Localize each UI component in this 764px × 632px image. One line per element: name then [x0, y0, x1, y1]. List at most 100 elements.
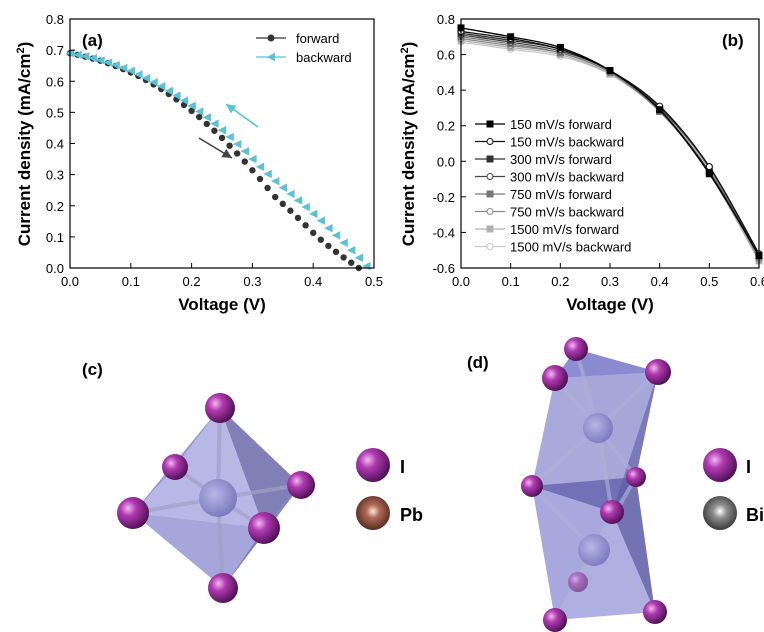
y-tick-label: 0.0	[437, 154, 455, 169]
forward-scan-arrow	[198, 137, 233, 159]
data-point-backward	[96, 56, 105, 65]
data-point-forward	[188, 107, 195, 115]
y-tick-label: 0.6	[437, 48, 455, 63]
data-point-0	[556, 43, 564, 51]
data-point-backward	[347, 246, 356, 255]
x-tick-label: 0.3	[243, 274, 261, 289]
x-axis-title-a: Voltage (V)	[178, 295, 266, 314]
y-ticks-b: -0.6 -0.4 -0.2 0.0 0.2 0.4 0.6 0.8	[433, 12, 466, 276]
data-point-forward	[317, 236, 324, 243]
lead-legend-label: Pb	[400, 505, 423, 525]
y-tick-label: 0.2	[46, 199, 64, 214]
iodine-atom	[626, 467, 646, 487]
x-tick-label: 0.5	[700, 274, 718, 289]
data-point-forward	[294, 214, 302, 222]
legend-marker-0	[486, 120, 494, 128]
data-point-backward	[179, 96, 189, 105]
legend-label-0: 150 mV/s forward	[510, 117, 612, 132]
y-tick-label: -0.2	[433, 190, 455, 205]
data-point-forward	[203, 120, 210, 128]
iodine-atom	[162, 454, 188, 480]
lead-atom	[199, 479, 237, 517]
polyhedron-face	[612, 372, 658, 512]
data-point-forward	[249, 167, 256, 174]
bismuth-legend-label: Bi	[746, 505, 764, 525]
legend-marker-backward	[267, 52, 275, 62]
data-point-backward	[119, 63, 128, 73]
y-tick-label: 0.2	[437, 119, 455, 134]
data-point-backward	[293, 196, 303, 205]
legend-a: forward backward	[256, 31, 352, 65]
x-tick-label: 0.4	[651, 274, 669, 289]
iodine-atom	[600, 500, 624, 524]
y-tick-label: 0.0	[46, 261, 64, 276]
legend-label-7: 1500 mV/s backward	[510, 240, 631, 255]
polyhedron-face	[532, 486, 612, 620]
series-marks-a	[65, 49, 371, 272]
x-tick-label: 0.0	[61, 274, 79, 289]
legend-marker-5	[486, 208, 494, 215]
data-point-backward	[103, 58, 113, 67]
data-point-backward	[286, 189, 295, 199]
iodine-legend-icon	[356, 448, 390, 482]
legend-label-6: 1500 mV/s forward	[510, 222, 619, 237]
x-tick-label: 0.1	[122, 274, 140, 289]
iodine-legend-icon	[703, 448, 737, 482]
y-axis-title-a-close: )	[15, 42, 34, 48]
legend-label-2: 300 mV/s forward	[510, 152, 612, 167]
x-tick-label: 0.4	[304, 274, 322, 289]
backward-scan-arrow	[225, 103, 259, 128]
data-point-backward	[164, 86, 173, 96]
iodine-atom	[568, 572, 588, 592]
panel-label-a: (a)	[82, 31, 103, 50]
data-point-backward	[301, 202, 310, 212]
data-point-backward	[225, 132, 234, 142]
data-point-forward	[264, 184, 271, 192]
structure-panel-c: (c) I P	[82, 360, 423, 603]
legend-label-backward: backward	[296, 50, 352, 65]
legend-b: 150 mV/s forward 150 mV/s backward 300 mV/…	[475, 117, 631, 255]
octahedron-face	[220, 408, 301, 528]
iodine-atom	[645, 359, 671, 385]
data-point-0	[606, 67, 614, 75]
data-point-backward	[339, 238, 348, 247]
chart-panel-a: 0.0 0.1 0.2 0.3 0.4 0.5 0.0 0.1 0.2 0.3 0.4 0.5 0.6…	[15, 12, 383, 314]
iodine-atom	[643, 600, 667, 624]
data-point-forward	[211, 127, 218, 134]
data-point-backward	[126, 66, 135, 76]
iodine-atom	[248, 512, 280, 544]
data-point-0	[656, 106, 664, 114]
iodine-atom	[543, 608, 567, 632]
legend-marker-2	[486, 155, 494, 163]
data-point-forward	[279, 200, 286, 208]
data-point-backward	[263, 169, 272, 179]
data-point-backward	[111, 60, 120, 70]
data-point-backward	[271, 176, 280, 186]
data-point-backward	[141, 73, 151, 83]
y-tick-label: 0.8	[437, 12, 455, 27]
data-point-backward	[354, 253, 363, 262]
data-point-forward	[241, 158, 248, 165]
data-point-backward	[233, 139, 242, 149]
legend-label-4: 750 mV/s forward	[510, 187, 612, 202]
data-point-backward	[240, 147, 249, 156]
data-point-backward	[248, 154, 257, 164]
x-tick-label: 0.6	[750, 274, 764, 289]
data-point-backward	[331, 231, 341, 240]
data-point-forward	[340, 254, 347, 261]
y-axis-title-b-sup: 2	[399, 47, 411, 53]
chart-panel-b: 0.0 0.1 0.2 0.3 0.4 0.5 0.6 -0.6 -0.4 -0.2 0.0 0.2…	[399, 12, 764, 314]
octahedron-pbi6	[117, 393, 315, 603]
legend-label-5: 750 mV/s backward	[510, 205, 624, 220]
data-point-backward	[210, 119, 219, 128]
bismuth-atom	[583, 413, 613, 443]
legend-marker-7	[486, 243, 494, 250]
x-tick-label: 0.1	[502, 274, 520, 289]
data-point-backward	[309, 209, 318, 219]
panel-label-d: (d)	[467, 353, 489, 372]
y-tick-label: 0.1	[46, 230, 64, 245]
x-tick-label: 0.3	[601, 274, 619, 289]
data-point-backward	[73, 50, 82, 59]
data-point-forward	[196, 113, 203, 121]
